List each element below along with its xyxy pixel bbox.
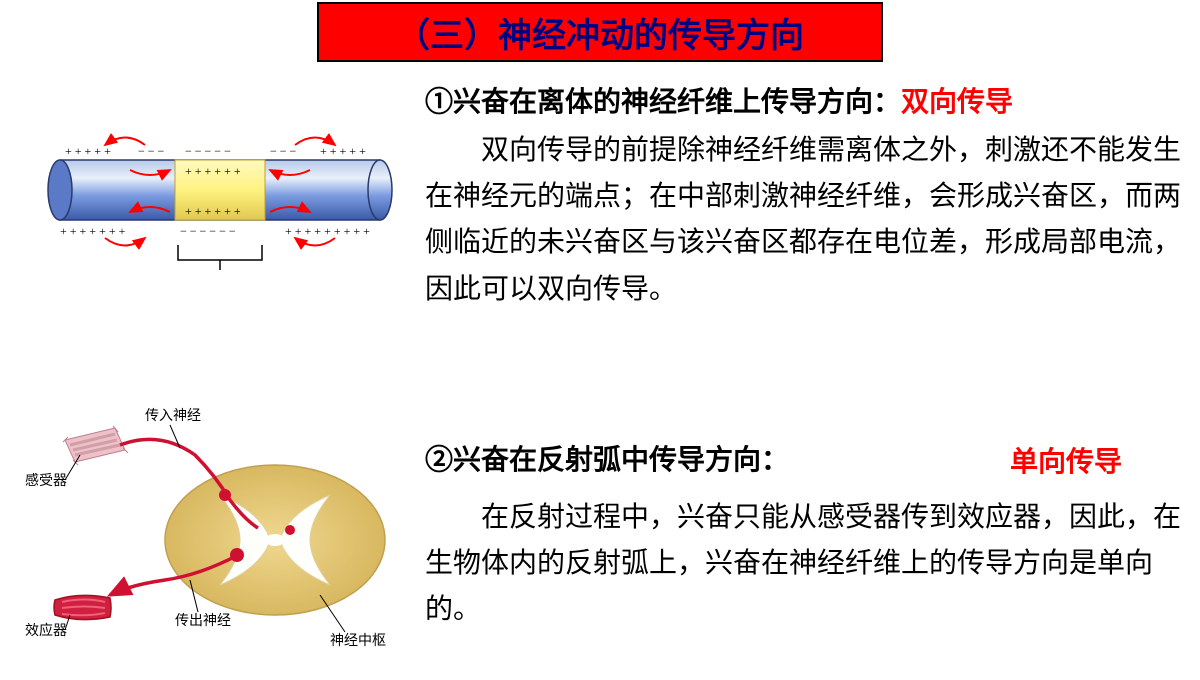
svg-text:+ + + + + + +: + + + + + + +	[60, 224, 126, 238]
section2-body: 在反射过程中，兴奋只能从感受器传到效应器，因此，在生物体内的反射弧上，兴奋在神经…	[425, 495, 1185, 634]
nerve-fiber-diagram: + + + + + − − − − − − − − − − − + + + + …	[30, 120, 410, 280]
reflex-arc-diagram: 感受器 传入神经 传出神经 神经中枢 效应器	[20, 400, 420, 660]
section1-heading: ①兴奋在离体的神经纤维上传导方向：双向传导	[425, 80, 1013, 120]
section1-body: 双向传导的前提除神经纤维需离体之外，刺激还不能发生在神经元的端点；在中部刺激神经…	[425, 128, 1185, 313]
svg-text:+ + + + + +: + + + + + +	[185, 164, 241, 178]
svg-text:+ + + + +: + + + + +	[65, 144, 111, 158]
section1-heading-red: 双向传导	[901, 86, 1013, 117]
center-label: 神经中枢	[330, 633, 386, 649]
svg-text:− − −: − − −	[138, 144, 165, 158]
efferent-label: 传出神经	[175, 613, 231, 629]
section2-heading-red: 单向传导	[1010, 440, 1122, 480]
receptor-label: 感受器	[25, 472, 67, 489]
svg-text:− − −: − − −	[270, 144, 297, 158]
svg-text:− − − − −: − − − − −	[185, 144, 231, 158]
svg-text:− − − − − −: − − − − − −	[180, 224, 236, 238]
title-text: （三）神经冲动的传导方向	[396, 8, 804, 57]
svg-text:+ + + + +: + + + + +	[320, 144, 366, 158]
section1-heading-prefix: ①兴奋在离体的神经纤维上传导方向：	[425, 86, 901, 117]
effector-label: 效应器	[25, 622, 67, 639]
afferent-label: 传入神经	[145, 408, 201, 424]
section2-heading: ②兴奋在反射弧中传导方向：	[425, 438, 789, 478]
svg-text:+ + + + + + + + +: + + + + + + + + +	[285, 224, 370, 238]
svg-text:+ + + + + +: + + + + + +	[185, 204, 241, 218]
title-box: （三）神经冲动的传导方向	[317, 2, 883, 62]
